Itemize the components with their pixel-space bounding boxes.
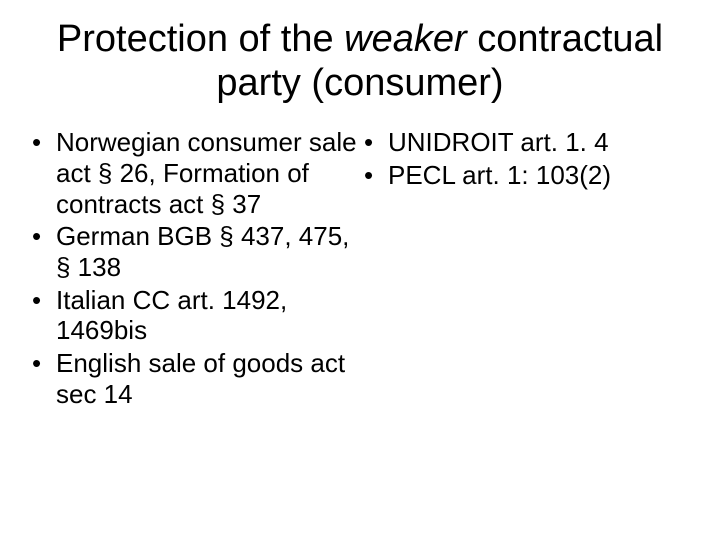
bullet-icon: • [28, 285, 56, 316]
list-item: • Norwegian consumer sale act § 26, Form… [28, 127, 360, 219]
bullet-icon: • [28, 127, 56, 158]
right-column: • UNIDROIT art. 1. 4 • PECL art. 1: 103(… [360, 127, 692, 411]
list-item-text: English sale of goods act sec 14 [56, 348, 360, 409]
list-item: • Italian CC art. 1492, 1469bis [28, 285, 360, 346]
bullet-icon: • [360, 127, 388, 158]
list-item: • English sale of goods act sec 14 [28, 348, 360, 409]
list-item-text: PECL art. 1: 103(2) [388, 160, 692, 191]
bullet-icon: • [360, 160, 388, 191]
content-columns: • Norwegian consumer sale act § 26, Form… [28, 127, 692, 411]
list-item: • UNIDROIT art. 1. 4 [360, 127, 692, 158]
left-column: • Norwegian consumer sale act § 26, Form… [28, 127, 360, 411]
title-part1: Protection of the [57, 18, 344, 60]
right-list: • UNIDROIT art. 1. 4 • PECL art. 1: 103(… [360, 127, 692, 190]
list-item-text: Italian CC art. 1492, 1469bis [56, 285, 360, 346]
title-italic: weaker [344, 18, 467, 60]
left-list: • Norwegian consumer sale act § 26, Form… [28, 127, 360, 409]
list-item: • German BGB § 437, 475, § 138 [28, 221, 360, 282]
list-item: • PECL art. 1: 103(2) [360, 160, 692, 191]
bullet-icon: • [28, 348, 56, 379]
list-item-text: Norwegian consumer sale act § 26, Format… [56, 127, 360, 219]
bullet-icon: • [28, 221, 56, 252]
list-item-text: UNIDROIT art. 1. 4 [388, 127, 692, 158]
list-item-text: German BGB § 437, 475, § 138 [56, 221, 360, 282]
slide-title: Protection of the weaker contractual par… [28, 18, 692, 105]
